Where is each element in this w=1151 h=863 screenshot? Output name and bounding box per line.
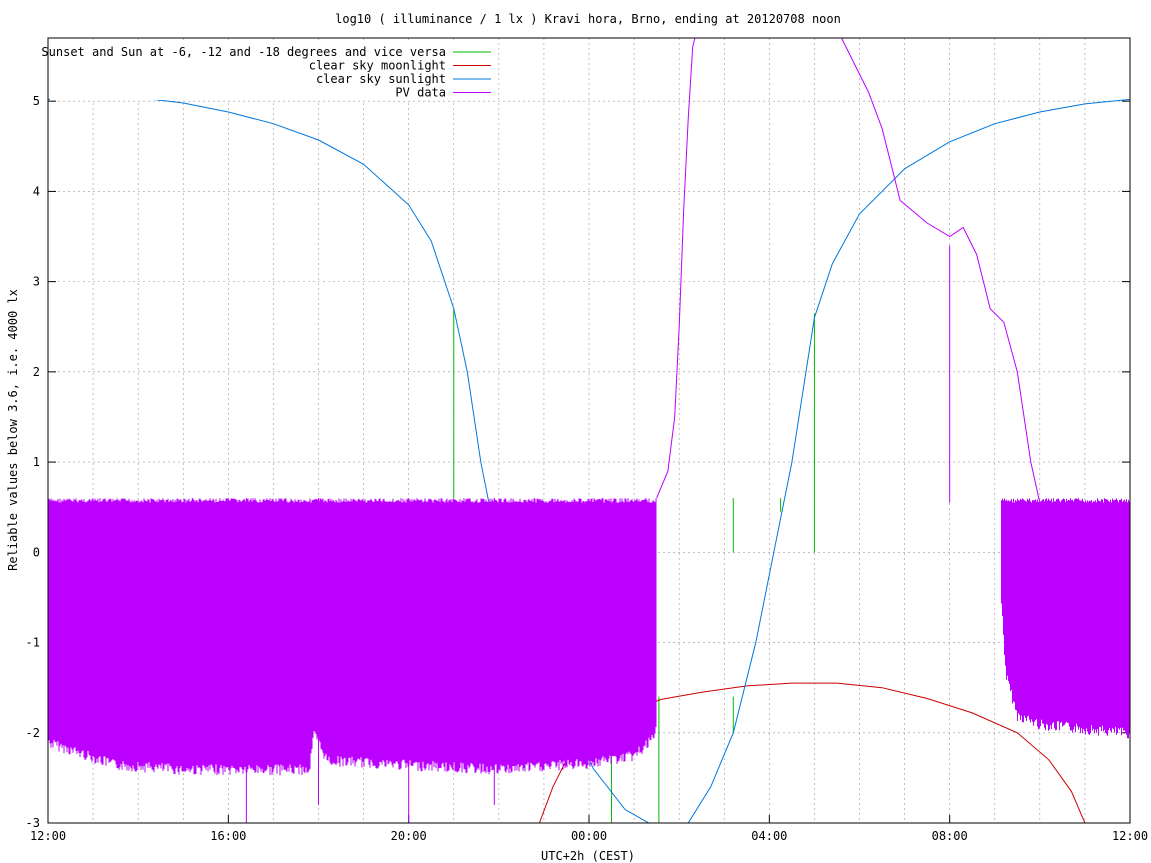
legend-background bbox=[50, 42, 496, 100]
series-sunlight-line bbox=[48, 96, 1130, 823]
x-tick-label: 08:00 bbox=[932, 829, 968, 843]
y-tick-label: 3 bbox=[33, 275, 40, 289]
chart-title: log10 ( illuminance / 1 lx ) Kravi hora,… bbox=[335, 12, 841, 26]
legend-label: clear sky sunlight bbox=[316, 72, 446, 86]
x-tick-label: 16:00 bbox=[210, 829, 246, 843]
plot-border bbox=[47, 37, 1131, 824]
y-tick-label: 1 bbox=[33, 455, 40, 469]
x-axis-label: UTC+2h (CEST) bbox=[541, 849, 635, 863]
legend-label: clear sky moonlight bbox=[309, 59, 446, 73]
legend: Sunset and Sun at -6, -12 and -18 degree… bbox=[41, 42, 496, 100]
plot-area bbox=[48, 38, 1130, 823]
x-tick-label: 00:00 bbox=[571, 829, 607, 843]
y-tick-label: 5 bbox=[33, 94, 40, 108]
y-tick-label: -1 bbox=[26, 636, 40, 650]
x-tick-label: 12:00 bbox=[30, 829, 66, 843]
series-pv-curve bbox=[656, 38, 1041, 503]
y-axis-label: Reliable values below 3.6, i.e. 4000 lx bbox=[6, 289, 20, 571]
series-pv-band bbox=[1001, 498, 1130, 739]
y-tick-label: 0 bbox=[33, 545, 40, 559]
x-tick-label: 20:00 bbox=[391, 829, 427, 843]
y-tick-label: 2 bbox=[33, 365, 40, 379]
legend-label: Sunset and Sun at -6, -12 and -18 degree… bbox=[41, 45, 446, 59]
y-tick-label: -2 bbox=[26, 726, 40, 740]
y-tick-label: 4 bbox=[33, 184, 40, 198]
y-tick-label: -3 bbox=[26, 816, 40, 830]
series-pv-band bbox=[48, 498, 657, 776]
x-tick-label: 12:00 bbox=[1112, 829, 1148, 843]
x-tick-label: 04:00 bbox=[751, 829, 787, 843]
legend-label: PV data bbox=[395, 86, 446, 100]
